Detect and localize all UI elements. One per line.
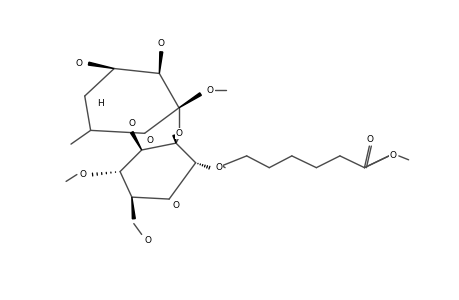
Polygon shape [179,93,201,108]
Text: O: O [172,201,179,210]
Polygon shape [130,132,141,150]
Text: O: O [79,170,86,179]
Text: O: O [144,236,151,245]
Text: O: O [207,85,213,94]
Text: H: H [97,99,104,108]
Text: O: O [366,135,373,144]
Text: O: O [128,119,135,128]
Polygon shape [159,52,162,74]
Polygon shape [132,197,135,219]
Polygon shape [173,135,176,143]
Text: O: O [157,40,164,49]
Text: O: O [175,129,182,138]
Text: O: O [146,136,153,145]
Text: O: O [389,152,396,160]
Polygon shape [88,62,114,68]
Text: O: O [215,163,222,172]
Text: O: O [75,59,82,68]
